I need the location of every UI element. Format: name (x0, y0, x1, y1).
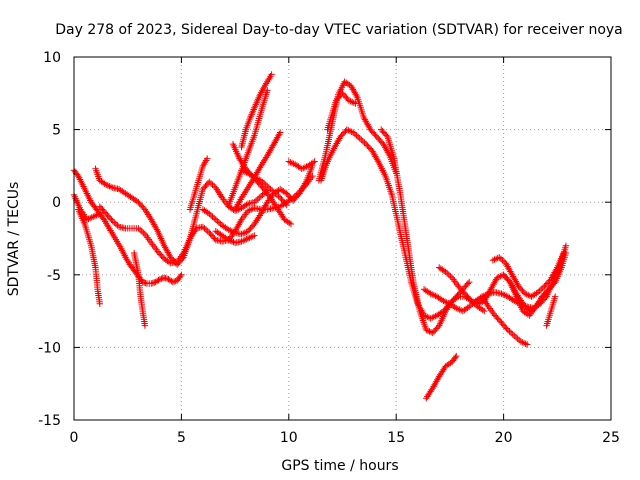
y-tick-label: 0 (52, 195, 61, 211)
data-point-markers (423, 352, 460, 402)
series-arc-24 (500, 271, 559, 319)
data-point-markers (489, 249, 567, 300)
series-arc-5 (130, 249, 149, 329)
x-tick-label: 15 (387, 430, 405, 446)
data-point-markers (500, 271, 559, 319)
data-point-markers (212, 228, 258, 247)
series-arc-25 (543, 293, 559, 329)
data-point-markers (543, 293, 559, 329)
x-tick-label: 5 (177, 430, 186, 446)
series-arc-7 (186, 155, 211, 213)
grid (74, 57, 611, 420)
series-arc-17 (324, 90, 359, 133)
data-point-markers (478, 293, 531, 348)
data-point-markers (378, 126, 488, 337)
series-arc-11 (225, 87, 271, 209)
data-point-markers (285, 158, 318, 172)
data-points (70, 71, 570, 402)
x-tick-label: 20 (495, 430, 513, 446)
series-arc-26 (423, 352, 460, 402)
x-tick-label: 25 (602, 430, 620, 446)
data-point-markers (238, 167, 290, 209)
data-point-markers (199, 162, 316, 238)
y-tick-label: -15 (38, 413, 61, 429)
data-point-markers (324, 90, 359, 133)
series-arc-22 (489, 249, 567, 300)
x-tick-label: 0 (70, 430, 79, 446)
y-tick-label: 5 (52, 123, 61, 139)
series-arc-6 (96, 172, 316, 267)
data-point-markers (75, 206, 103, 307)
x-axis-label: GPS time / hours (281, 458, 398, 474)
plot-frame (73, 56, 612, 421)
series-arc-9 (212, 228, 258, 247)
data-point-markers (186, 155, 211, 213)
series-arc-8 (199, 162, 316, 238)
y-tick-label: 10 (43, 50, 61, 66)
y-tick-label: -5 (47, 268, 61, 284)
series-arc-12 (238, 71, 275, 151)
series-arc-23 (478, 293, 531, 348)
series-arc-14 (238, 167, 290, 209)
x-tick-label: 10 (280, 430, 298, 446)
y-tick-label: -10 (38, 340, 61, 356)
data-point-markers (238, 71, 275, 151)
data-point-markers (225, 87, 271, 209)
y-axis-label: SDTVAR / TECUs (6, 182, 22, 297)
series-arc-3 (75, 206, 103, 307)
chart-title: Day 278 of 2023, Sidereal Day-to-day VTE… (55, 22, 623, 38)
series-arc-19 (378, 126, 488, 337)
data-point-markers (130, 249, 149, 329)
series-arc-15 (285, 158, 318, 172)
data-point-markers (96, 172, 316, 267)
